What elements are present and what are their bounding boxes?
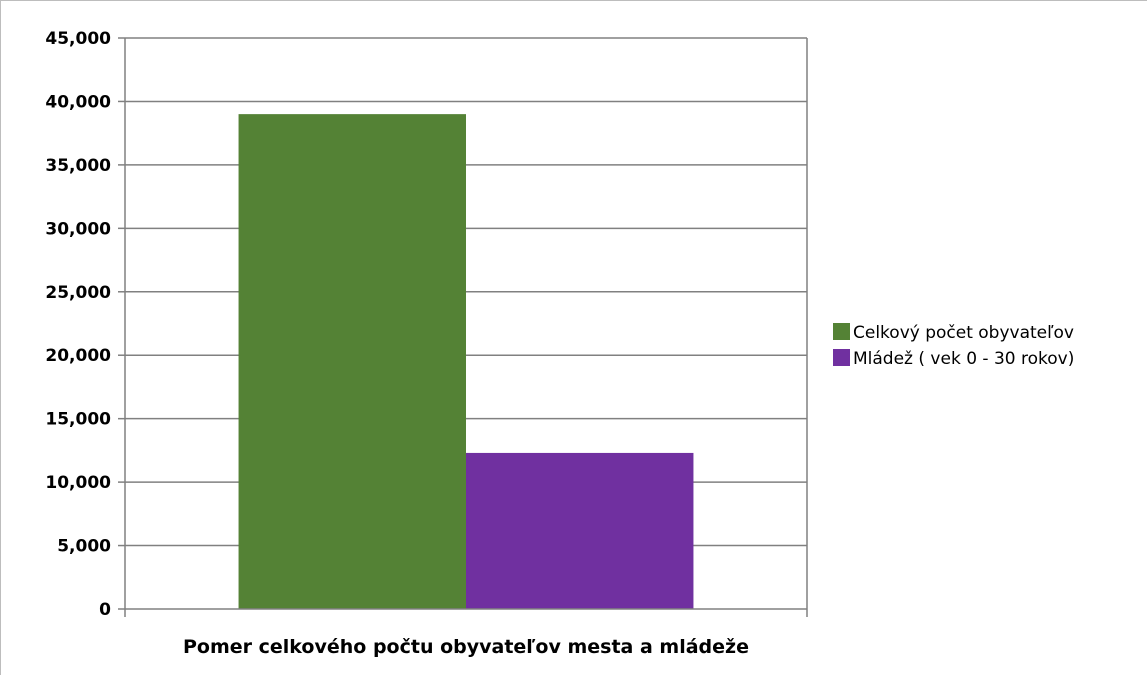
bar-series-1 xyxy=(238,114,466,609)
bar-series-2 xyxy=(466,452,694,609)
y-tick-label: 35,000 xyxy=(45,156,111,176)
legend: Celkový počet obyvateľov Mládež ( vek 0 -… xyxy=(833,323,1074,369)
legend-label: Celkový počet obyvateľov xyxy=(853,323,1074,343)
y-tick-label: 40,000 xyxy=(45,92,111,112)
legend-label: Mládež ( vek 0 - 30 rokov) xyxy=(853,349,1074,369)
y-tick-label: 25,000 xyxy=(45,283,111,303)
axes xyxy=(118,37,808,617)
x-axis-title: Pomer celkového počtu obyvateľov mesta a… xyxy=(183,636,749,658)
legend-swatch xyxy=(833,323,850,340)
y-tick-label: 10,000 xyxy=(45,473,111,493)
y-tick-label: 30,000 xyxy=(45,219,111,239)
y-tick-label: 20,000 xyxy=(45,346,111,366)
y-tick-label: 0 xyxy=(99,600,111,620)
y-tick-label: 45,000 xyxy=(45,29,111,49)
y-axis-tick-labels: 0 5,000 10,000 15,000 20,000 25,000 30,000 35,0… xyxy=(45,29,111,620)
y-tick-label: 5,000 xyxy=(57,537,111,557)
legend-swatch xyxy=(833,349,850,366)
y-tick-label: 15,000 xyxy=(45,410,111,430)
bars xyxy=(238,114,694,609)
